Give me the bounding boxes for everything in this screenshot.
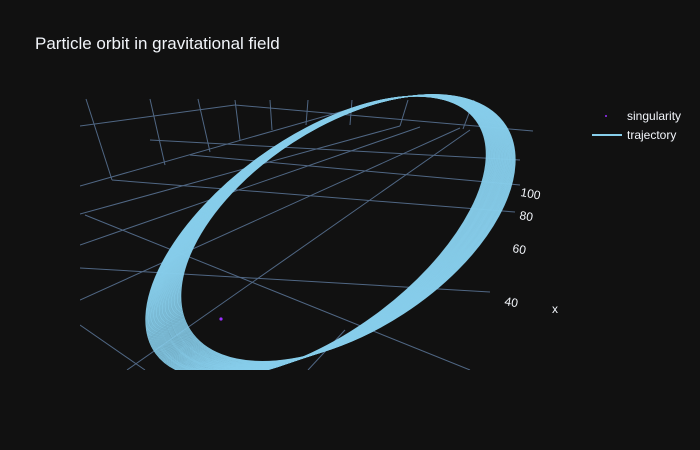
grid-line	[197, 98, 211, 153]
trajectory-series	[145, 94, 516, 370]
x-tick-label: 100	[519, 185, 541, 202]
x-tick-label: 40	[503, 294, 519, 310]
grid-line	[80, 324, 146, 370]
trajectory-loop	[180, 94, 516, 362]
legend-item-singularity[interactable]: singularity	[590, 106, 681, 125]
singularity-series	[219, 317, 223, 321]
singularity-point	[219, 317, 223, 321]
grid-line	[149, 98, 166, 166]
grid-line	[111, 179, 516, 213]
grid-line	[80, 126, 421, 246]
singularity-marker-icon	[590, 110, 622, 122]
x-tick-label: 60	[511, 241, 527, 257]
grid-line	[189, 154, 521, 186]
grid-line	[85, 98, 113, 181]
grid-line	[269, 99, 273, 131]
grid-line	[84, 214, 471, 370]
x-axis-title: x	[552, 302, 558, 316]
legend[interactable]: singularity trajectory	[590, 106, 681, 144]
grid-line	[80, 99, 383, 187]
grid-line	[305, 99, 309, 126]
grid-line	[80, 125, 401, 215]
x-tick-label: 80	[518, 208, 534, 224]
legend-item-trajectory[interactable]: trajectory	[590, 125, 681, 144]
trajectory-line-icon	[590, 129, 622, 141]
x-axis-ticks: 40 60 80 100	[503, 185, 541, 310]
chart-title: Particle orbit in gravitational field	[35, 34, 280, 53]
legend-label-trajectory: trajectory	[627, 127, 677, 142]
grid-line	[399, 99, 409, 127]
grid-line	[234, 99, 241, 141]
grid-line	[149, 139, 521, 161]
grid-line	[80, 104, 236, 127]
scene-grid	[80, 98, 534, 370]
legend-label-singularity: singularity	[627, 108, 682, 123]
